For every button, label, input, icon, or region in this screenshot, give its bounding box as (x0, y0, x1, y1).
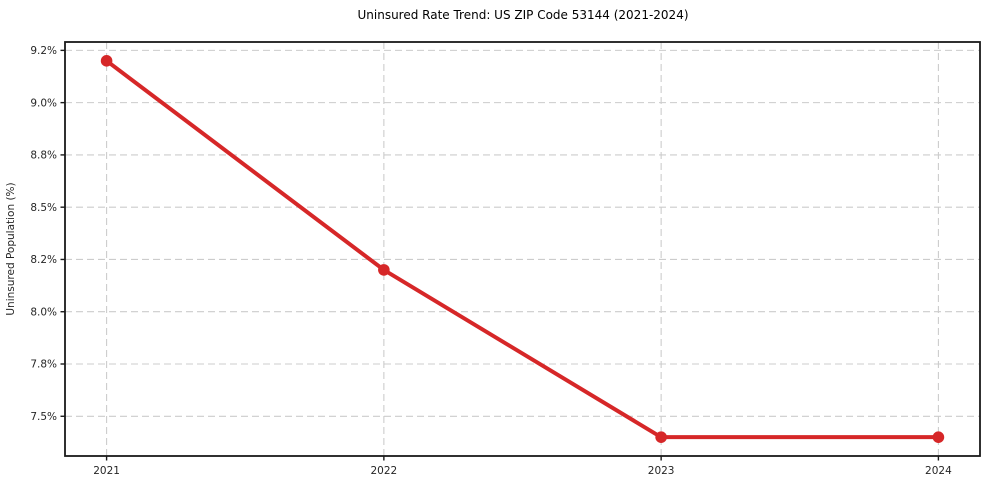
y-tick-label: 7.5% (30, 411, 57, 423)
tick-labels-layer: 9.2% 9.0% 8.8% 8.5% 8.2% 8.0% 7.8% 7.5% 2021 2022… (30, 45, 952, 477)
data-point-marker (932, 431, 945, 443)
y-tick-label: 8.0% (30, 306, 57, 318)
plot-frame (64, 41, 981, 457)
data-point-marker (378, 264, 390, 276)
y-tick-label: 7.8% (30, 359, 57, 371)
data-point-marker (100, 55, 113, 67)
data-point-marker (655, 431, 667, 443)
grid-layer (65, 42, 980, 456)
trend-line (104, 58, 941, 440)
x-tick-label: 2024 (925, 465, 952, 477)
y-tick-label: 8.2% (30, 254, 57, 266)
x-tick-label: 2022 (370, 465, 397, 477)
chart-title: Uninsured Rate Trend: US ZIP Code 53144 … (357, 8, 688, 22)
y-tick-label: 9.0% (30, 97, 57, 109)
x-tick-label: 2021 (93, 465, 120, 477)
data-points (100, 55, 945, 443)
y-tick-label: 9.2% (30, 45, 57, 57)
x-tick-label: 2023 (648, 465, 675, 477)
axis-layer (60, 41, 981, 461)
y-axis-label: Uninsured Population (%) (5, 182, 17, 315)
y-tick-label: 8.8% (30, 150, 57, 162)
series-line (104, 58, 941, 440)
y-tick-label: 8.5% (30, 202, 57, 214)
